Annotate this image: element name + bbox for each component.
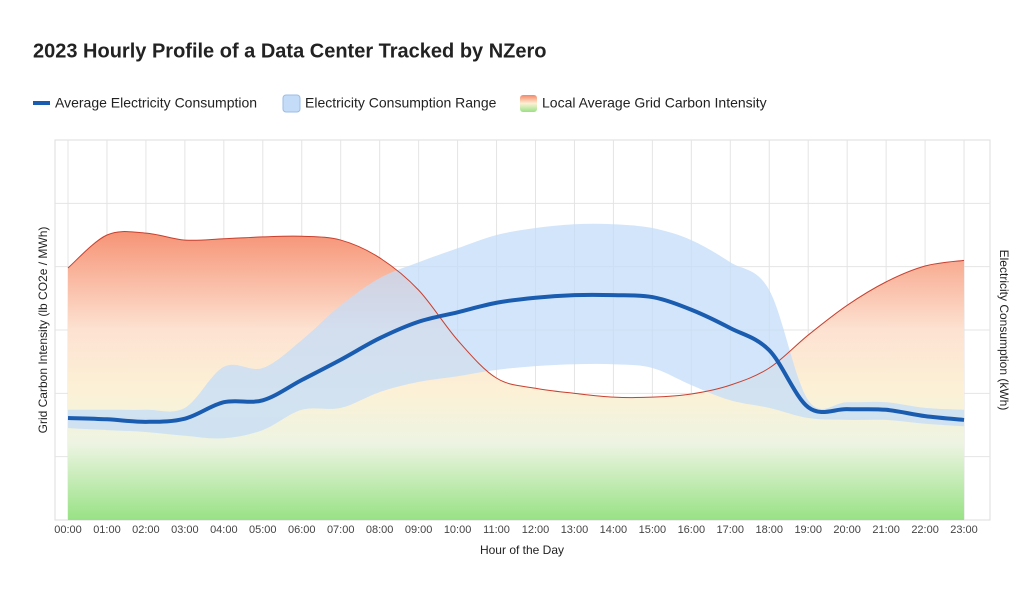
x-tick-label: 03:00: [171, 524, 199, 536]
legend-label: Electricity Consumption Range: [305, 95, 497, 111]
x-tick-label: 07:00: [327, 524, 355, 536]
x-tick-label: 11:00: [483, 524, 510, 536]
x-tick-label: 05:00: [249, 524, 277, 536]
x-tick-label: 01:00: [93, 524, 121, 536]
x-tick-label: 04:00: [210, 524, 238, 536]
x-tick-label: 22:00: [911, 524, 939, 536]
x-axis-title: Hour of the Day: [480, 543, 564, 557]
legend: Average Electricity Consumption Electric…: [33, 94, 767, 113]
x-tick-label: 13:00: [561, 524, 589, 536]
legend-swatch: [282, 94, 301, 113]
x-tick-label: 09:00: [405, 524, 433, 536]
x-tick-label: 00:00: [54, 524, 82, 536]
x-tick-label: 19:00: [794, 524, 822, 536]
legend-label: Average Electricity Consumption: [55, 95, 257, 111]
y2-axis-title: Electricity Consumption (kWh): [997, 250, 1011, 411]
x-tick-label: 02:00: [132, 524, 160, 536]
x-tick-label: 18:00: [755, 524, 783, 536]
consumption-line: [67, 292, 965, 424]
x-tick-label: 14:00: [600, 524, 628, 536]
x-tick-label: 10:00: [444, 524, 472, 536]
x-tick-label: 17:00: [717, 524, 745, 536]
carbon-line: [67, 231, 965, 399]
chart-title: 2023 Hourly Profile of a Data Center Tra…: [33, 40, 547, 62]
x-tick-label: 06:00: [288, 524, 316, 536]
legend-label: Local Average Grid Carbon Intensity: [542, 95, 767, 111]
y-axis-title: Grid Carbon Intensity (lb CO2e / MWh): [36, 227, 50, 434]
x-tick-label: 16:00: [678, 524, 706, 536]
legend-swatch: [520, 95, 537, 112]
x-tick-label: 12:00: [522, 524, 550, 536]
x-tick-label: 23:00: [950, 524, 978, 536]
x-tick-label: 20:00: [833, 524, 861, 536]
x-tick-label: 08:00: [366, 524, 394, 536]
x-tick-label: 15:00: [639, 524, 667, 536]
carbon-area: [68, 231, 965, 520]
x-tick-label: 21:00: [872, 524, 900, 536]
